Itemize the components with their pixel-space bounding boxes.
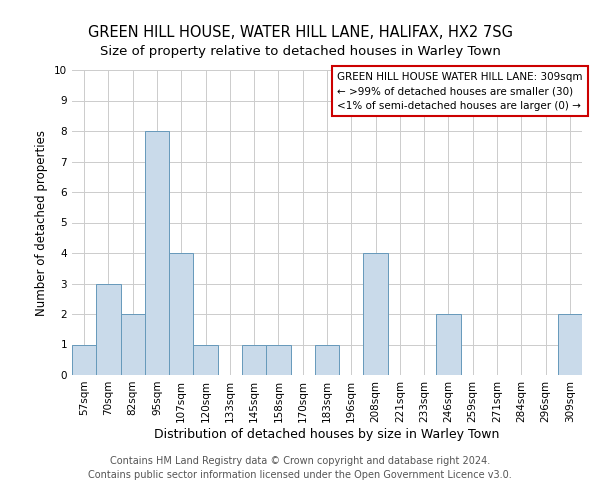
Bar xyxy=(121,314,145,375)
Bar xyxy=(169,253,193,375)
Text: Size of property relative to detached houses in Warley Town: Size of property relative to detached ho… xyxy=(100,45,500,58)
Text: GREEN HILL HOUSE, WATER HILL LANE, HALIFAX, HX2 7SG: GREEN HILL HOUSE, WATER HILL LANE, HALIF… xyxy=(88,25,512,40)
Text: GREEN HILL HOUSE WATER HILL LANE: 309sqm
← >99% of detached houses are smaller (: GREEN HILL HOUSE WATER HILL LANE: 309sqm… xyxy=(337,72,583,111)
Bar xyxy=(436,314,461,375)
Bar xyxy=(558,314,582,375)
X-axis label: Distribution of detached houses by size in Warley Town: Distribution of detached houses by size … xyxy=(154,428,500,440)
Bar xyxy=(364,253,388,375)
Bar xyxy=(193,344,218,375)
Text: Contains HM Land Registry data © Crown copyright and database right 2024.
Contai: Contains HM Land Registry data © Crown c… xyxy=(88,456,512,480)
Y-axis label: Number of detached properties: Number of detached properties xyxy=(35,130,49,316)
Bar xyxy=(145,131,169,375)
Bar xyxy=(315,344,339,375)
Bar xyxy=(96,284,121,375)
Bar xyxy=(266,344,290,375)
Bar xyxy=(242,344,266,375)
Bar xyxy=(72,344,96,375)
